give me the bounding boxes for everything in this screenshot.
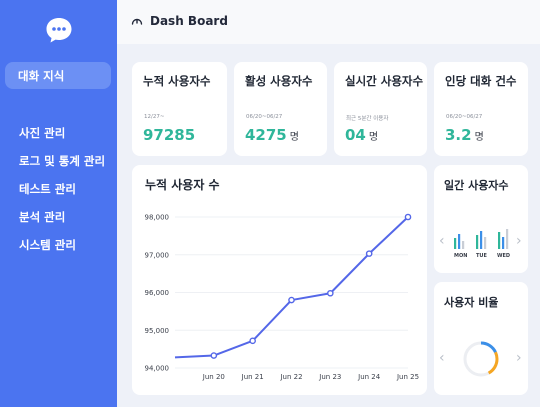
chevron-right-icon[interactable]: › <box>516 233 522 249</box>
daily-users-card: 일간 사용자수 ‹ › MON TUE WED <box>434 165 528 273</box>
user-ratio-card: 사용자 비율 ‹ › <box>434 282 528 395</box>
data-point <box>288 296 295 304</box>
y-tick-label: 94,000 <box>145 365 170 373</box>
bar <box>484 237 487 249</box>
sidebar-item-photo[interactable]: 사진 관리 <box>19 126 66 140</box>
daily-users-title: 일간 사용자수 <box>444 179 509 192</box>
sidebar: 대화 지식 사진 관리 로그 및 통계 관리 테스트 관리 분석 관리 시스템 … <box>0 0 117 407</box>
stat-unit: 명 <box>289 132 299 143</box>
stat-value: 04 <box>345 126 366 144</box>
chevron-right-icon[interactable]: › <box>516 350 522 366</box>
sidebar-item-test[interactable]: 테스트 관리 <box>19 182 76 196</box>
stat-title: 인당 대화 건수 <box>445 74 517 88</box>
y-tick-label: 98,000 <box>145 214 170 222</box>
stat-period: 최근 5분간 이용자 <box>346 116 389 122</box>
donut-segment-primary <box>463 341 499 377</box>
data-point <box>404 213 412 221</box>
data-point <box>327 289 334 297</box>
donut-segment-secondary <box>463 341 499 377</box>
bar <box>502 237 505 249</box>
stat-title: 활성 사용자수 <box>245 74 313 88</box>
y-tick-label: 95,000 <box>145 327 170 335</box>
x-tick-label: Jun 21 <box>241 373 264 381</box>
sidebar-item-dialog-knowledge[interactable]: 대화 지식 <box>5 62 111 89</box>
user-ratio-donut <box>463 341 499 377</box>
page-title: Dash Board <box>150 14 228 28</box>
x-tick-label: Jun 24 <box>357 373 381 381</box>
sidebar-item-system[interactable]: 시스템 관리 <box>19 238 76 252</box>
stat-card-dialogs-per-user: 인당 대화 건수 06/20~06/27 3.2 명 <box>434 62 528 156</box>
sidebar-item-analysis[interactable]: 분석 관리 <box>19 210 66 224</box>
day-label: WED <box>497 253 511 259</box>
bar <box>506 229 509 249</box>
data-point <box>210 352 218 359</box>
stat-value: 97285 <box>143 126 196 144</box>
top-bar: Dash Board <box>117 0 540 44</box>
bar <box>462 241 465 249</box>
chevron-left-icon[interactable]: ‹ <box>439 233 445 249</box>
stat-card-total-users: 누적 사용자수 12/27~ 97285 <box>132 62 227 156</box>
series-line <box>174 216 409 359</box>
line-chart: 94,000 95,000 96,000 97,000 98,000 Jun 20 Jun … <box>145 213 420 382</box>
stat-card-realtime-users: 실시간 사용자수 최근 5분간 이용자 04 명 <box>334 62 427 156</box>
x-tick-label: Jun 20 <box>202 373 225 381</box>
stat-title: 누적 사용자수 <box>143 74 211 88</box>
bar <box>454 238 457 249</box>
stat-title: 실시간 사용자수 <box>345 74 424 88</box>
stat-value: 4275 <box>245 126 287 144</box>
chevron-left-icon[interactable]: ‹ <box>439 350 445 366</box>
data-point <box>249 337 256 345</box>
x-tick-label: Jun 22 <box>279 373 302 381</box>
stat-period: 06/20~06/27 <box>246 114 283 120</box>
y-tick-label: 96,000 <box>145 289 170 297</box>
bar <box>458 234 461 249</box>
mini-bar-chart <box>454 229 509 249</box>
x-tick-label: Jun 25 <box>396 373 419 381</box>
stat-unit: 명 <box>368 132 379 143</box>
bar <box>476 235 479 249</box>
chat-bubble-logo-icon <box>46 18 72 43</box>
stat-unit: 명 <box>474 132 484 143</box>
user-ratio-title: 사용자 비율 <box>444 296 499 309</box>
stat-period: 06/20~06/27 <box>446 114 483 120</box>
dashboard-gauge-icon <box>131 18 143 25</box>
stat-value: 3.2 <box>445 126 472 144</box>
chart-title: 누적 사용자 수 <box>145 178 220 192</box>
y-tick-label: 97,000 <box>145 251 170 259</box>
x-tick-label: Jun 23 <box>318 373 341 381</box>
sidebar-item-logs-stats[interactable]: 로그 및 통계 관리 <box>19 154 106 168</box>
data-point <box>365 250 373 257</box>
bar <box>480 231 483 249</box>
cumulative-users-chart-card: 누적 사용자 수 94,000 95,000 96,000 97,000 98,000 J… <box>132 165 427 395</box>
day-label: TUE <box>476 253 487 259</box>
stat-card-active-users: 활성 사용자수 06/20~06/27 4275 명 <box>234 62 327 156</box>
day-label: MON <box>454 253 468 259</box>
bar <box>498 232 501 249</box>
stat-period: 12/27~ <box>144 114 165 120</box>
